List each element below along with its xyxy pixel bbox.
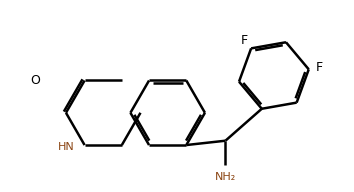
Text: F: F <box>315 61 322 74</box>
Text: O: O <box>30 74 40 87</box>
Text: NH₂: NH₂ <box>215 172 236 182</box>
Text: HN: HN <box>58 142 74 152</box>
Text: F: F <box>241 34 248 47</box>
